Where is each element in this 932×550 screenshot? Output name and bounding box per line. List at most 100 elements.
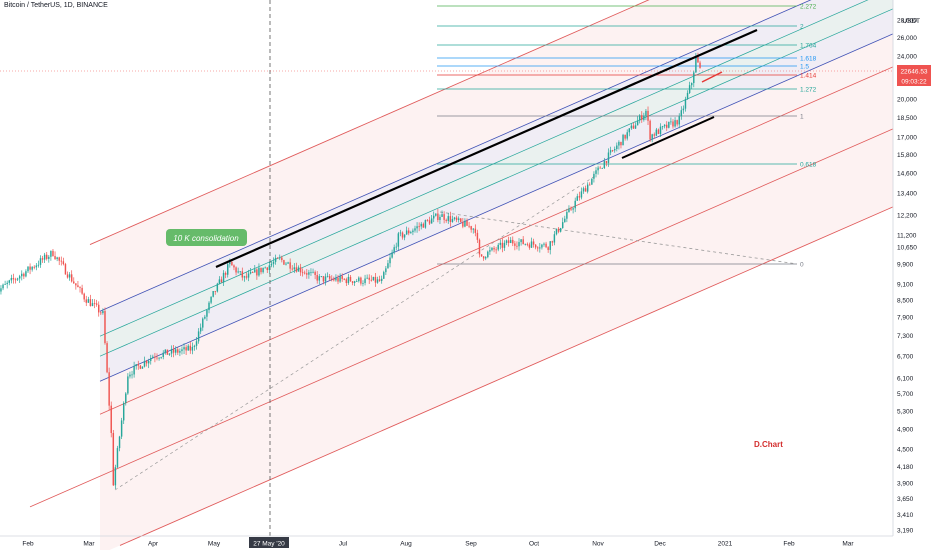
candle-body <box>528 244 531 248</box>
candle-body <box>391 252 393 258</box>
candle-body <box>480 254 483 257</box>
candle-body <box>135 364 137 367</box>
candle-body <box>682 108 685 111</box>
candle-body <box>693 72 695 84</box>
price-tick-label: 15,800 <box>897 152 917 159</box>
candle-body <box>470 226 472 230</box>
candle-body <box>293 267 296 270</box>
candle-body <box>380 278 383 281</box>
price-tick-label: 11,200 <box>897 233 917 240</box>
time-axis[interactable]: FebMarAprMayJunJulAugSepOctNovDec2021Feb… <box>0 535 893 548</box>
channel-line <box>29 128 894 508</box>
fib-level-label: 1.764 <box>800 43 817 50</box>
candle-body <box>428 220 431 224</box>
price-tick-label: 20,000 <box>897 96 917 103</box>
candle-body <box>218 279 221 284</box>
candle-body <box>125 393 127 403</box>
candle-body <box>193 345 196 347</box>
candle-body <box>684 99 687 109</box>
candle-body <box>408 230 410 234</box>
candle-body <box>18 276 21 279</box>
candle-body <box>641 115 643 120</box>
candle-body <box>64 264 67 275</box>
candle-body <box>449 216 452 222</box>
candle-body <box>624 134 626 139</box>
candle-body <box>102 310 104 314</box>
candle-body <box>626 132 628 139</box>
pitchfork-channel <box>29 0 894 546</box>
candle-body <box>23 273 25 277</box>
price-tick-label: 3,650 <box>897 496 914 503</box>
candle-body <box>56 257 58 260</box>
candle-body <box>512 239 514 244</box>
candle-body <box>539 247 541 249</box>
candle-body <box>60 260 63 262</box>
time-tick-label: Nov <box>592 541 604 548</box>
fib-level-label: 2.272 <box>800 4 817 11</box>
candle-body <box>524 243 526 245</box>
annotation-text: 10 K consolidation <box>173 234 239 243</box>
candle-body <box>620 141 622 146</box>
candle-body <box>301 272 304 274</box>
candle-body <box>326 276 329 277</box>
price-tick-label: 8,500 <box>897 297 914 304</box>
candle-body <box>397 233 400 247</box>
price-tick-label: 24,000 <box>897 54 917 61</box>
candle-body <box>597 167 599 171</box>
chart-title: Bitcoin / TetherUS, 1D, BINANCE <box>4 2 108 9</box>
candle-body <box>310 272 312 273</box>
candle-body <box>303 272 306 274</box>
candle-body <box>699 62 701 68</box>
candle-body <box>647 110 649 121</box>
candle-body <box>358 277 360 282</box>
candle-body <box>45 254 48 259</box>
candle-body <box>328 276 331 279</box>
candle-body <box>270 263 273 266</box>
candle-body <box>331 278 333 280</box>
fib-level-label: 1.618 <box>800 56 817 63</box>
candle-body <box>276 257 279 259</box>
candle-body <box>285 263 287 265</box>
candle-body <box>137 364 139 366</box>
candle-body <box>364 278 366 284</box>
candle-body <box>291 268 293 270</box>
candle-body <box>50 250 52 257</box>
candle-body <box>204 316 206 319</box>
candle-body <box>2 284 4 289</box>
candle-body <box>584 188 587 192</box>
candle-body <box>566 212 568 219</box>
candle-body <box>143 360 146 367</box>
candle-body <box>108 372 110 406</box>
candle-body <box>655 129 658 136</box>
candle-body <box>35 265 38 268</box>
price-tick-label: 26,000 <box>897 35 917 42</box>
candle-body <box>29 266 31 270</box>
candle-body <box>491 247 493 251</box>
candle-body <box>418 226 420 228</box>
candle-body <box>183 347 185 350</box>
price-axis[interactable]: USDT 28,00026,00024,00022,00020,00018,50… <box>892 0 931 536</box>
candle-body <box>509 239 512 244</box>
time-tick-label: Mar <box>83 541 95 548</box>
candle-body <box>399 232 402 234</box>
candle-body <box>308 272 310 275</box>
candle-body <box>674 120 676 127</box>
time-ticks: FebMarAprMayJunJulAugSepOctNovDec2021Feb… <box>22 541 854 548</box>
candle-body <box>243 276 246 278</box>
price-tick-label: 5,300 <box>897 408 914 415</box>
candle-body <box>628 128 631 133</box>
candle-body <box>435 213 437 216</box>
candle-body <box>589 184 591 186</box>
candle-body <box>48 256 50 259</box>
fib-level-label: 1.5 <box>800 64 809 71</box>
candle-body <box>241 271 244 278</box>
time-tick-label: Feb <box>22 541 34 548</box>
candle-body <box>686 92 689 100</box>
candle-body <box>580 191 583 198</box>
candle-body <box>553 234 556 243</box>
channel-line <box>99 8 894 357</box>
annotation-box[interactable] <box>166 229 247 246</box>
candle-body <box>312 271 314 273</box>
